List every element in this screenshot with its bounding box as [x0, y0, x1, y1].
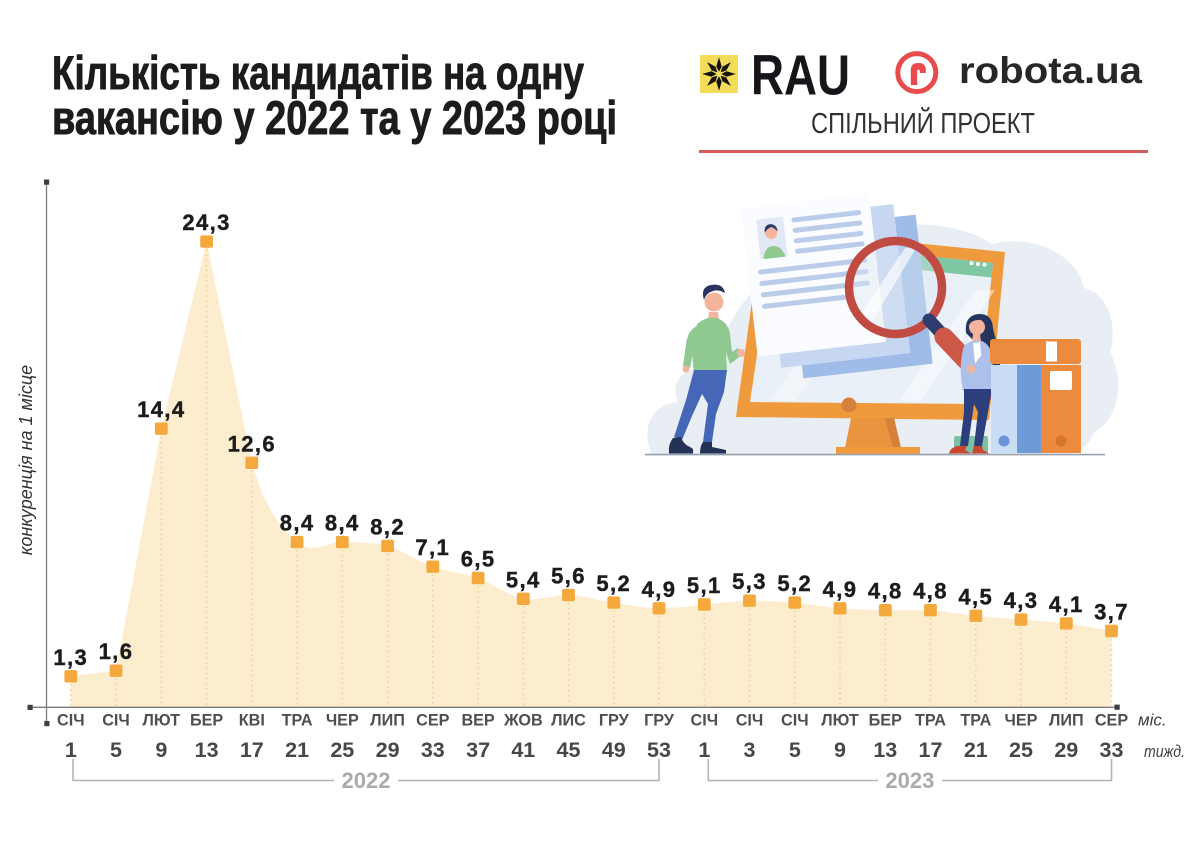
svg-text:вакансію у 2022 та у 2023 році: вакансію у 2022 та у 2023 році: [52, 91, 617, 144]
svg-text:29: 29: [376, 738, 400, 762]
svg-text:5,6: 5,6: [551, 564, 586, 589]
svg-text:ЛИП: ЛИП: [1049, 712, 1084, 730]
svg-text:3,7: 3,7: [1094, 600, 1129, 625]
svg-text:5: 5: [110, 738, 122, 762]
svg-text:12,6: 12,6: [228, 431, 276, 456]
svg-text:8,4: 8,4: [280, 511, 315, 536]
svg-text:СІЧ: СІЧ: [691, 712, 719, 730]
svg-text:СІЧ: СІЧ: [736, 712, 764, 730]
svg-text:25: 25: [330, 738, 354, 762]
svg-text:1: 1: [65, 738, 77, 762]
svg-text:4,9: 4,9: [642, 577, 677, 602]
svg-text:СІЧ: СІЧ: [57, 712, 85, 730]
svg-text:33: 33: [1100, 738, 1124, 762]
svg-text:5,1: 5,1: [687, 573, 722, 598]
svg-text:33: 33: [421, 738, 445, 762]
svg-text:13: 13: [873, 738, 897, 762]
svg-text:ЛИС: ЛИС: [551, 712, 586, 730]
svg-text:robota.ua: robota.ua: [959, 50, 1142, 91]
svg-text:29: 29: [1054, 738, 1078, 762]
svg-text:4,8: 4,8: [868, 579, 903, 604]
svg-text:37: 37: [466, 738, 490, 762]
svg-text:ЧЕР: ЧЕР: [326, 712, 359, 730]
svg-text:17: 17: [919, 738, 943, 762]
svg-text:41: 41: [511, 738, 535, 762]
svg-text:17: 17: [240, 738, 264, 762]
svg-text:ГРУ: ГРУ: [644, 712, 675, 730]
svg-text:4,5: 4,5: [958, 584, 993, 609]
svg-text:4,1: 4,1: [1049, 592, 1084, 617]
svg-text:СІЧ: СІЧ: [781, 712, 809, 730]
svg-text:конкуренція на 1 місце: конкуренція на 1 місце: [16, 365, 36, 555]
svg-text:КВІ: КВІ: [239, 712, 265, 730]
svg-text:14,4: 14,4: [137, 397, 185, 422]
svg-text:ЧЕР: ЧЕР: [1005, 712, 1038, 730]
svg-text:Кількість кандидатів на одну: Кількість кандидатів на одну: [52, 46, 584, 99]
svg-text:6,5: 6,5: [461, 547, 496, 572]
svg-text:СПІЛЬНИЙ ПРОЕКТ: СПІЛЬНИЙ ПРОЕКТ: [811, 106, 1035, 140]
svg-text:25: 25: [1009, 738, 1033, 762]
svg-text:24,3: 24,3: [182, 210, 230, 235]
svg-text:13: 13: [195, 738, 219, 762]
svg-text:5: 5: [789, 738, 801, 762]
svg-text:ВЕР: ВЕР: [461, 712, 494, 730]
svg-text:1,6: 1,6: [99, 639, 134, 664]
svg-text:45: 45: [557, 738, 581, 762]
svg-text:7,1: 7,1: [415, 535, 450, 560]
svg-text:21: 21: [285, 738, 309, 762]
svg-text:ТРА: ТРА: [282, 712, 313, 730]
svg-text:ГРУ: ГРУ: [599, 712, 630, 730]
svg-text:тижд.: тижд.: [1144, 742, 1185, 761]
svg-text:8,4: 8,4: [325, 511, 360, 536]
svg-text:БЕР: БЕР: [190, 712, 223, 730]
svg-text:БЕР: БЕР: [869, 712, 902, 730]
svg-text:1: 1: [698, 738, 710, 762]
svg-text:RAU: RAU: [751, 44, 850, 108]
svg-text:5,2: 5,2: [596, 571, 631, 596]
svg-text:5,3: 5,3: [732, 569, 767, 594]
svg-text:ТРА: ТРА: [915, 712, 946, 730]
svg-text:4,8: 4,8: [913, 579, 948, 604]
svg-text:2022: 2022: [342, 768, 391, 793]
svg-text:5,2: 5,2: [777, 571, 812, 596]
svg-text:4,3: 4,3: [1004, 588, 1039, 613]
svg-text:9: 9: [155, 738, 167, 762]
svg-text:49: 49: [602, 738, 626, 762]
svg-text:ЛЮТ: ЛЮТ: [143, 712, 181, 730]
svg-text:9: 9: [834, 738, 846, 762]
svg-text:1,3: 1,3: [53, 645, 88, 670]
svg-text:ЛЮТ: ЛЮТ: [821, 712, 859, 730]
svg-text:міс.: міс.: [1138, 711, 1167, 730]
svg-text:5,4: 5,4: [506, 567, 541, 592]
svg-text:СЕР: СЕР: [416, 712, 449, 730]
svg-text:ЛИП: ЛИП: [370, 712, 405, 730]
svg-text:СІЧ: СІЧ: [102, 712, 130, 730]
svg-text:8,2: 8,2: [370, 514, 405, 539]
svg-text:4,9: 4,9: [823, 577, 858, 602]
svg-text:21: 21: [964, 738, 988, 762]
svg-text:53: 53: [647, 738, 671, 762]
svg-text:СЕР: СЕР: [1095, 712, 1128, 730]
svg-text:ЖОВ: ЖОВ: [503, 712, 543, 730]
svg-text:ТРА: ТРА: [960, 712, 991, 730]
svg-text:3: 3: [744, 738, 756, 762]
svg-text:2023: 2023: [885, 768, 934, 793]
